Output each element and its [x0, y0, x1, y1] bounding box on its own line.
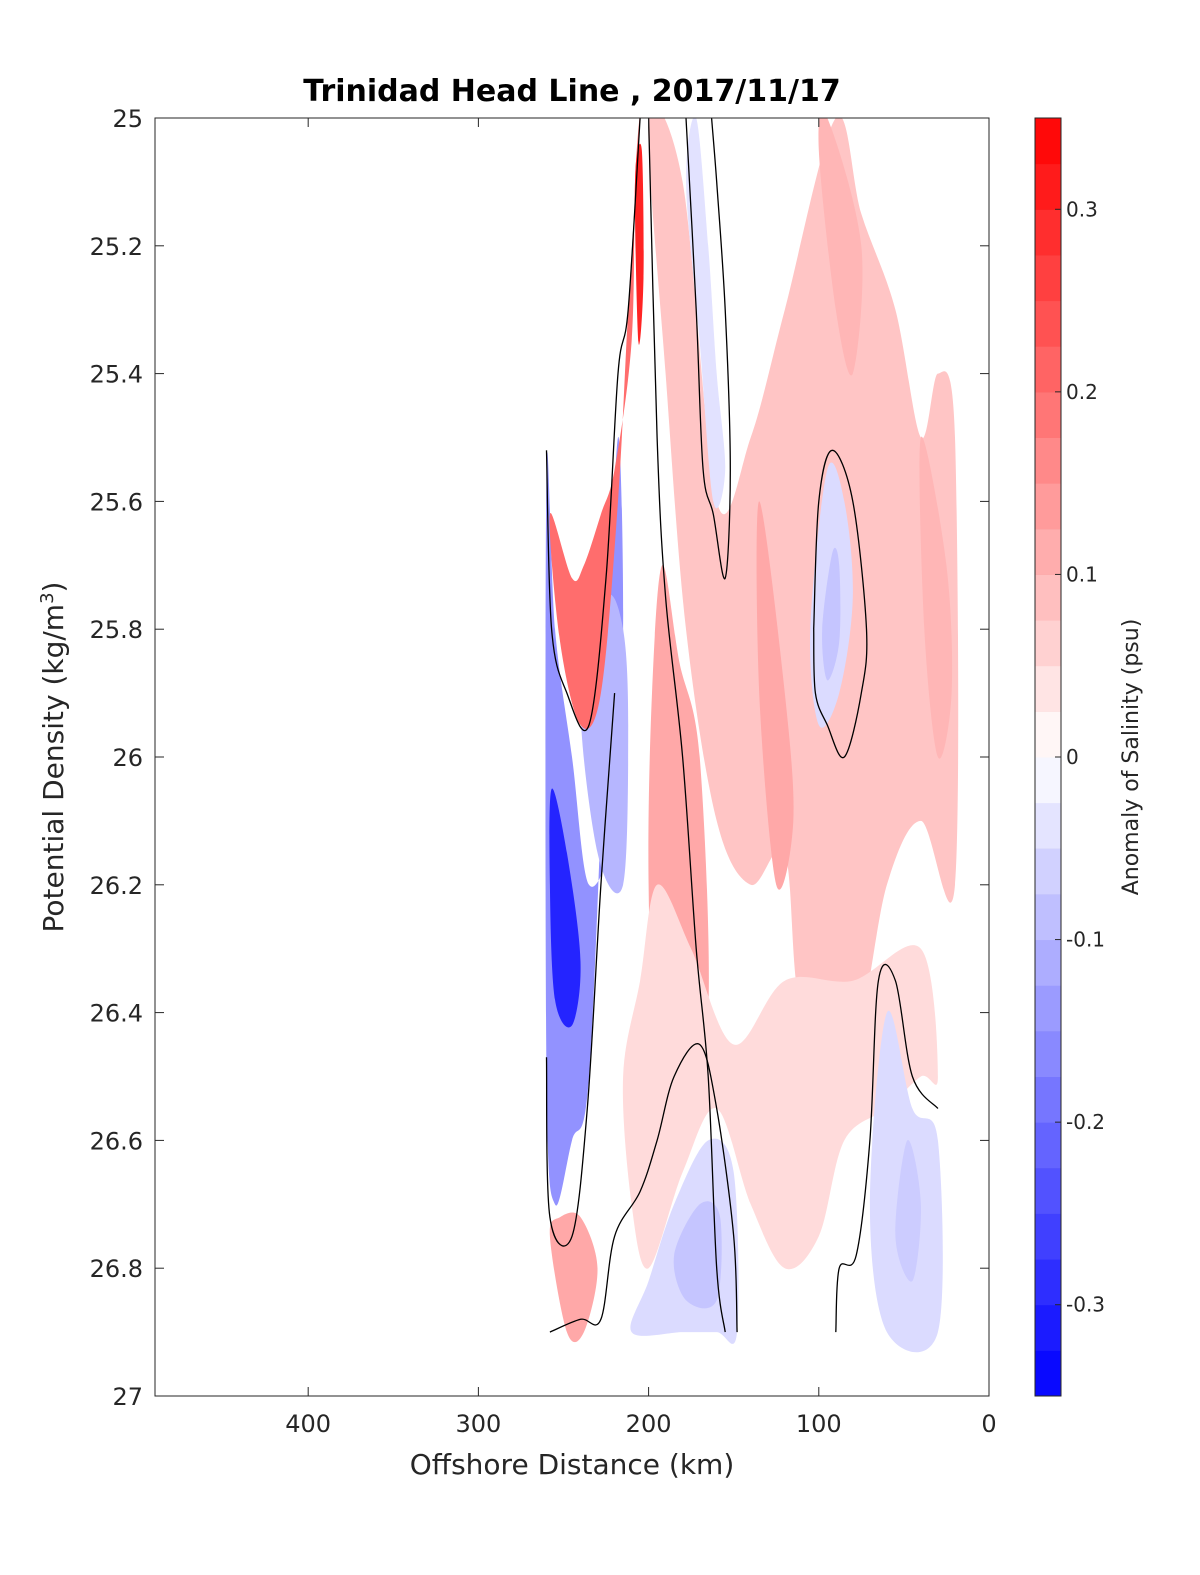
colorbar-band [1035, 1076, 1061, 1123]
contour-region [648, 118, 959, 1054]
contour-region [549, 788, 581, 1028]
contour-region [895, 1139, 922, 1282]
y-axis: 25 25.2 25.4 25.6 25.8 26 26.2 26.4 26.6 26.8 27 [90, 105, 989, 1411]
colorbar-band [1035, 1122, 1061, 1169]
colorbar-band [1035, 209, 1061, 256]
colorbar-band [1035, 620, 1061, 667]
colorbar-band [1035, 802, 1061, 849]
colorbar-tick-label: 0 [1066, 745, 1079, 769]
zero-contour-line [813, 449, 868, 759]
y-tick-label: 25.4 [90, 361, 143, 389]
filled-contour-regions [545, 118, 959, 1353]
contour-region [673, 1201, 722, 1309]
colorbar-band [1035, 848, 1061, 895]
zero-contour-line [545, 693, 616, 1247]
colorbar-band [1035, 1259, 1061, 1306]
colorbar-band [1035, 163, 1061, 210]
x-tick-label: 100 [796, 1410, 842, 1438]
zero-contour-lines [545, 118, 939, 1333]
colorbar-ticks: 0.3 0.2 0.1 0 -0.1 -0.2 -0.3 [1055, 197, 1105, 1317]
colorbar-band [1035, 437, 1061, 484]
colorbar-title: Anomaly of Salinity (psu) [1119, 619, 1144, 896]
y-axis-title-end: ) [37, 582, 70, 593]
contour-region [822, 547, 841, 681]
zero-contour-line [549, 1043, 738, 1333]
colorbar-band [1035, 346, 1061, 393]
x-tick-label: 0 [981, 1410, 996, 1438]
colorbar-band [1035, 1030, 1061, 1077]
zero-contour-line [685, 118, 731, 580]
colorbar-tick-label: -0.3 [1066, 1293, 1105, 1317]
colorbar-band [1035, 300, 1061, 347]
y-tick-label: 25 [112, 105, 143, 133]
colorbar-band [1035, 893, 1061, 941]
x-tick-label: 200 [626, 1410, 672, 1438]
colorbar-band [1035, 711, 1061, 758]
zero-contour-line [545, 118, 641, 732]
colorbar-band [1035, 574, 1061, 621]
y-tick-label: 26 [112, 744, 143, 772]
contour-region [685, 118, 726, 509]
x-axis-title: Offshore Distance (km) [410, 1448, 735, 1481]
contour-region [756, 501, 794, 890]
x-tick-label: 300 [455, 1410, 501, 1438]
colorbar-tick-label: -0.2 [1066, 1110, 1105, 1134]
colorbar-band [1035, 985, 1061, 1032]
colorbar-band [1035, 528, 1061, 575]
colorbar-tick-label: 0.3 [1066, 197, 1098, 221]
y-tick-label: 25.6 [90, 488, 143, 516]
y-tick-label: 27 [112, 1383, 143, 1411]
contour-region [818, 118, 863, 376]
plot-area [155, 118, 989, 1396]
colorbar-tick-label: 0.1 [1066, 562, 1098, 586]
colorbar-band [1035, 1213, 1061, 1260]
y-axis-title-superscript: 3 [37, 592, 58, 603]
contour-region [634, 143, 644, 345]
y-tick-label: 26.8 [90, 1255, 143, 1283]
colorbar-band [1035, 483, 1061, 530]
y-tick-label: 26.2 [90, 872, 143, 900]
contour-region [549, 118, 641, 729]
colorbar-tick-label: -0.1 [1066, 928, 1105, 952]
colorbar-band [1035, 391, 1061, 438]
colorbar-band [1035, 1350, 1061, 1397]
chart-title: Trinidad Head Line , 2017/11/17 [303, 74, 840, 109]
y-tick-label: 25.8 [90, 616, 143, 644]
y-tick-label: 26.6 [90, 1127, 143, 1155]
colorbar-band [1035, 665, 1061, 712]
colorbar-band [1035, 254, 1061, 302]
colorbar-band [1035, 757, 1061, 804]
colorbar-band [1035, 118, 1061, 165]
y-tick-label: 25.2 [90, 233, 143, 261]
colorbar-tick-label: 0.2 [1066, 380, 1098, 404]
x-tick-label: 400 [285, 1410, 331, 1438]
zero-contour-line [835, 964, 939, 1333]
colorbar-band [1035, 1167, 1061, 1214]
y-axis-title-main: Potential Density (kg/m [37, 604, 70, 933]
zero-contour-line [647, 118, 726, 1333]
y-tick-label: 26.4 [90, 1000, 143, 1028]
contour-region [919, 436, 953, 759]
x-axis: 400 300 200 100 0 [285, 118, 997, 1438]
contour-region [622, 884, 938, 1270]
colorbar-band [1035, 939, 1061, 986]
colorbar-band [1035, 1304, 1061, 1351]
y-axis-title: Potential Density (kg/m3) [37, 582, 71, 933]
